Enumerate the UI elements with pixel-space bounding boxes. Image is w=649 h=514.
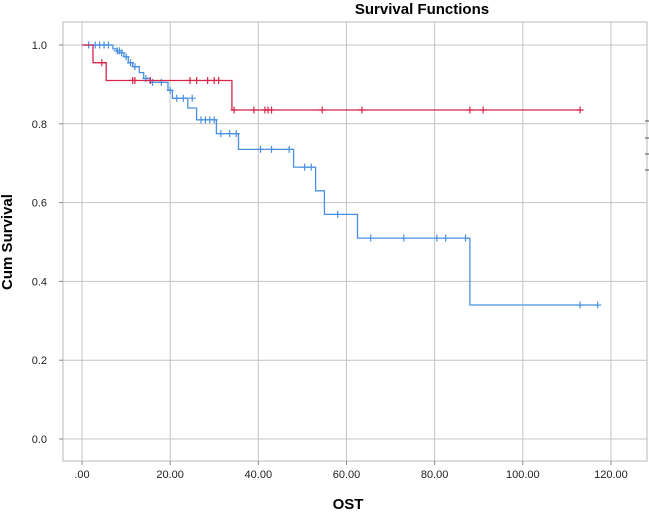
y-tick-label: 1.0	[32, 40, 47, 52]
x-tick-label: 120.00	[594, 469, 628, 481]
censor-mark	[318, 106, 326, 114]
y-tick-label: 0.6	[32, 198, 47, 210]
survival-curves	[82, 41, 602, 309]
censor-mark	[179, 94, 187, 102]
censor-mark	[358, 106, 366, 114]
censor-mark	[204, 76, 212, 84]
x-tick-label: 20.00	[156, 469, 184, 481]
legend-marks	[645, 120, 649, 171]
censor-mark	[268, 106, 276, 114]
censor-mark	[230, 106, 238, 114]
survival-series	[82, 41, 602, 309]
censor-mark	[285, 145, 293, 153]
censor-mark	[215, 76, 223, 84]
x-tick-label: .00	[74, 469, 89, 481]
censor-mark	[576, 301, 584, 309]
grid-lines	[63, 22, 647, 461]
chart-title: Survival Functions	[355, 1, 489, 18]
censor-mark	[122, 53, 130, 61]
y-tick-label: 0.4	[32, 276, 47, 288]
censor-mark	[479, 106, 487, 114]
censor-mark	[226, 130, 234, 138]
censor-mark	[186, 76, 194, 84]
censor-mark	[594, 301, 602, 309]
censor-mark	[576, 106, 584, 114]
censor-mark	[131, 76, 139, 84]
censor-mark	[146, 76, 154, 84]
x-tick-label: 80.00	[421, 469, 449, 481]
censor-mark	[367, 234, 375, 242]
censor-mark	[126, 59, 134, 67]
censor-mark	[210, 116, 218, 124]
plot-area	[62, 21, 648, 462]
x-axis-title: OST	[333, 496, 364, 513]
censor-mark	[257, 145, 265, 153]
censor-mark	[466, 106, 474, 114]
y-tick-label: 0.2	[32, 355, 47, 367]
censor-mark	[118, 49, 126, 57]
censor-mark	[442, 234, 450, 242]
survival-step-line	[82, 44, 581, 111]
x-tick-label: 40.00	[245, 469, 273, 481]
censor-mark	[232, 130, 240, 138]
survival-series	[82, 44, 584, 114]
censor-mark	[307, 163, 315, 171]
x-tick-label: 60.00	[333, 469, 361, 481]
censor-mark	[104, 41, 112, 49]
censor-mark	[188, 94, 196, 102]
censor-mark	[400, 234, 408, 242]
censor-mark	[131, 63, 139, 71]
x-axis-ticks: .00 20.00 40.00 60.00 80.00 100.00 120.00	[74, 461, 628, 481]
censor-mark	[334, 210, 342, 218]
y-tick-label: 0.0	[32, 434, 47, 446]
censor-mark	[173, 94, 181, 102]
censor-mark	[98, 59, 106, 67]
censor-mark	[433, 234, 441, 242]
censor-mark	[250, 106, 258, 114]
y-tick-label: 0.8	[32, 119, 47, 131]
censor-mark	[461, 234, 469, 242]
censor-mark	[268, 145, 276, 153]
censor-mark	[301, 163, 309, 171]
censor-mark	[217, 130, 225, 138]
y-axis-title: Cum Survival	[0, 194, 16, 290]
censor-mark	[193, 76, 201, 84]
censor-mark	[166, 86, 174, 94]
x-tick-label: 100.00	[506, 469, 540, 481]
y-axis-ticks: 0.0 0.2 0.4 0.6 0.8 1.0	[32, 40, 63, 446]
